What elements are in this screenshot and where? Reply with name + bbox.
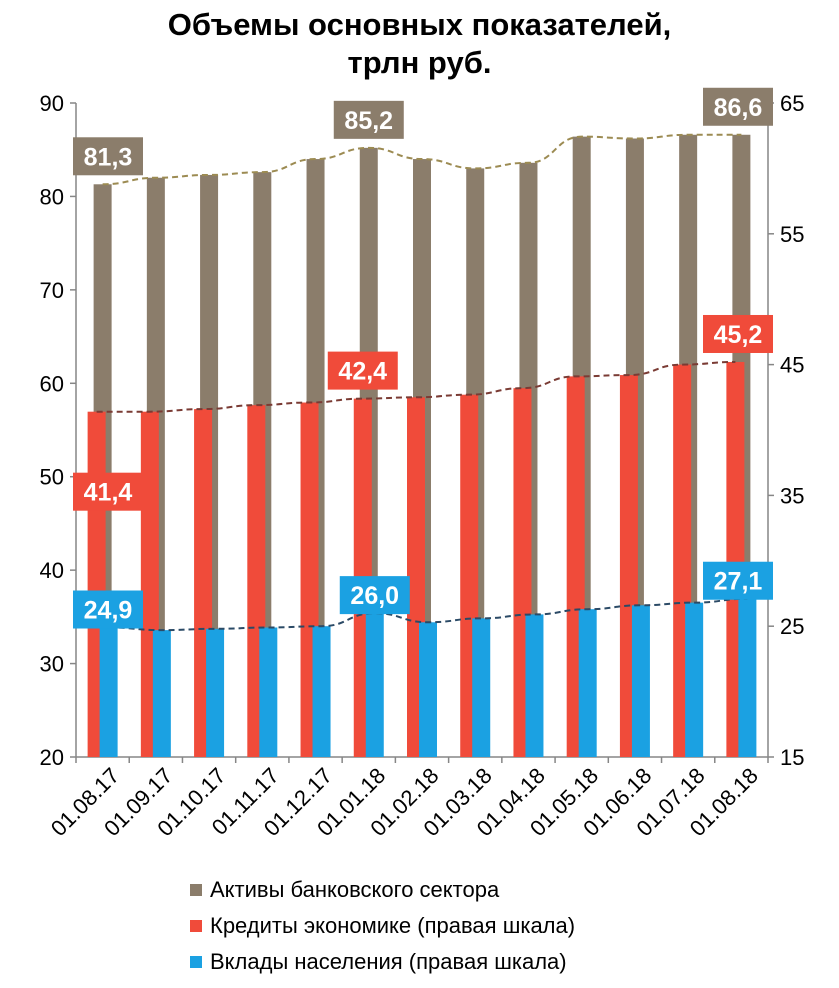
trendline-series-2 [96, 360, 736, 413]
data-label-series-1: 85,2 [344, 107, 393, 135]
right-tick-label: 35 [780, 483, 804, 508]
bar-series-3 [578, 609, 597, 757]
right-tick-label: 65 [780, 91, 804, 116]
left-tick-label: 70 [40, 278, 64, 303]
left-tick-label: 90 [40, 91, 64, 116]
trendline-series-1 [102, 133, 742, 186]
data-label-box-series-3 [339, 576, 410, 615]
data-label-box-series-3 [73, 590, 143, 629]
chart-title-line-2: трлн руб. [347, 45, 492, 80]
data-label-series-3: 24,9 [84, 597, 133, 625]
data-label-box-series-2 [73, 472, 143, 511]
data-label-series-3: 26,0 [350, 582, 399, 610]
bar-series-3 [685, 602, 704, 757]
legend-item-deposits: Вклады населения (правая шкала) [190, 944, 575, 980]
bar-series-3 [738, 598, 757, 757]
right-tick-label: 15 [780, 745, 804, 770]
left-tick-label: 50 [40, 465, 64, 490]
legend-label-loans: Кредиты экономике (правая шкала) [210, 913, 576, 938]
legend-item-loans: Кредиты экономике (правая шкала) [190, 908, 575, 944]
data-label-box-series-1 [703, 87, 773, 126]
bar-series-3 [419, 622, 437, 757]
data-label-series-2: 41,4 [84, 479, 133, 507]
legend-swatch-loans [190, 920, 202, 932]
data-label-series-3: 27,1 [714, 568, 763, 596]
data-label-series-2: 42,4 [338, 358, 387, 386]
data-label-series-1: 86,6 [714, 94, 763, 122]
left-tick-label: 80 [40, 184, 64, 209]
legend-item-assets: Активы банковского сектора [190, 872, 575, 908]
bar-series-3 [99, 627, 118, 757]
data-label-box-series-1 [333, 100, 404, 139]
right-tick-label: 55 [780, 222, 804, 247]
bar-series-3 [206, 628, 225, 757]
bar-series-3 [525, 614, 544, 757]
legend-swatch-assets [190, 884, 202, 896]
bar-series-3 [365, 613, 384, 757]
legend: Активы банковского сектора Кредиты эконо… [190, 872, 575, 980]
data-label-box-series-2 [327, 351, 398, 390]
left-tick-label: 30 [40, 652, 64, 677]
left-tick-label: 20 [40, 745, 64, 770]
legend-label-assets: Активы банковского сектора [210, 877, 500, 902]
data-label-series-1: 81,3 [84, 143, 133, 171]
trendline-series-3 [108, 597, 748, 632]
bar-series-3 [472, 618, 491, 757]
data-label-box-series-2 [703, 314, 773, 353]
chart-title-line-1: Объемы основных показателей, [167, 7, 672, 42]
legend-label-deposits: Вклады населения (правая шкала) [210, 949, 567, 974]
chart-title: Объемы основных показателей, трлн руб. [0, 6, 839, 82]
bar-series-3 [259, 627, 278, 757]
left-tick-label: 40 [40, 558, 64, 583]
legend-swatch-deposits [190, 956, 202, 968]
data-label-box-series-3 [703, 561, 773, 600]
left-tick-label: 60 [40, 371, 64, 396]
right-tick-label: 45 [780, 353, 804, 378]
bar-series-3 [631, 605, 650, 757]
right-tick-label: 25 [780, 614, 804, 639]
data-label-box-series-1 [73, 137, 143, 176]
bar-series-3 [152, 630, 171, 757]
bar-series-3 [312, 626, 331, 757]
data-label-series-2: 45,2 [714, 321, 763, 349]
